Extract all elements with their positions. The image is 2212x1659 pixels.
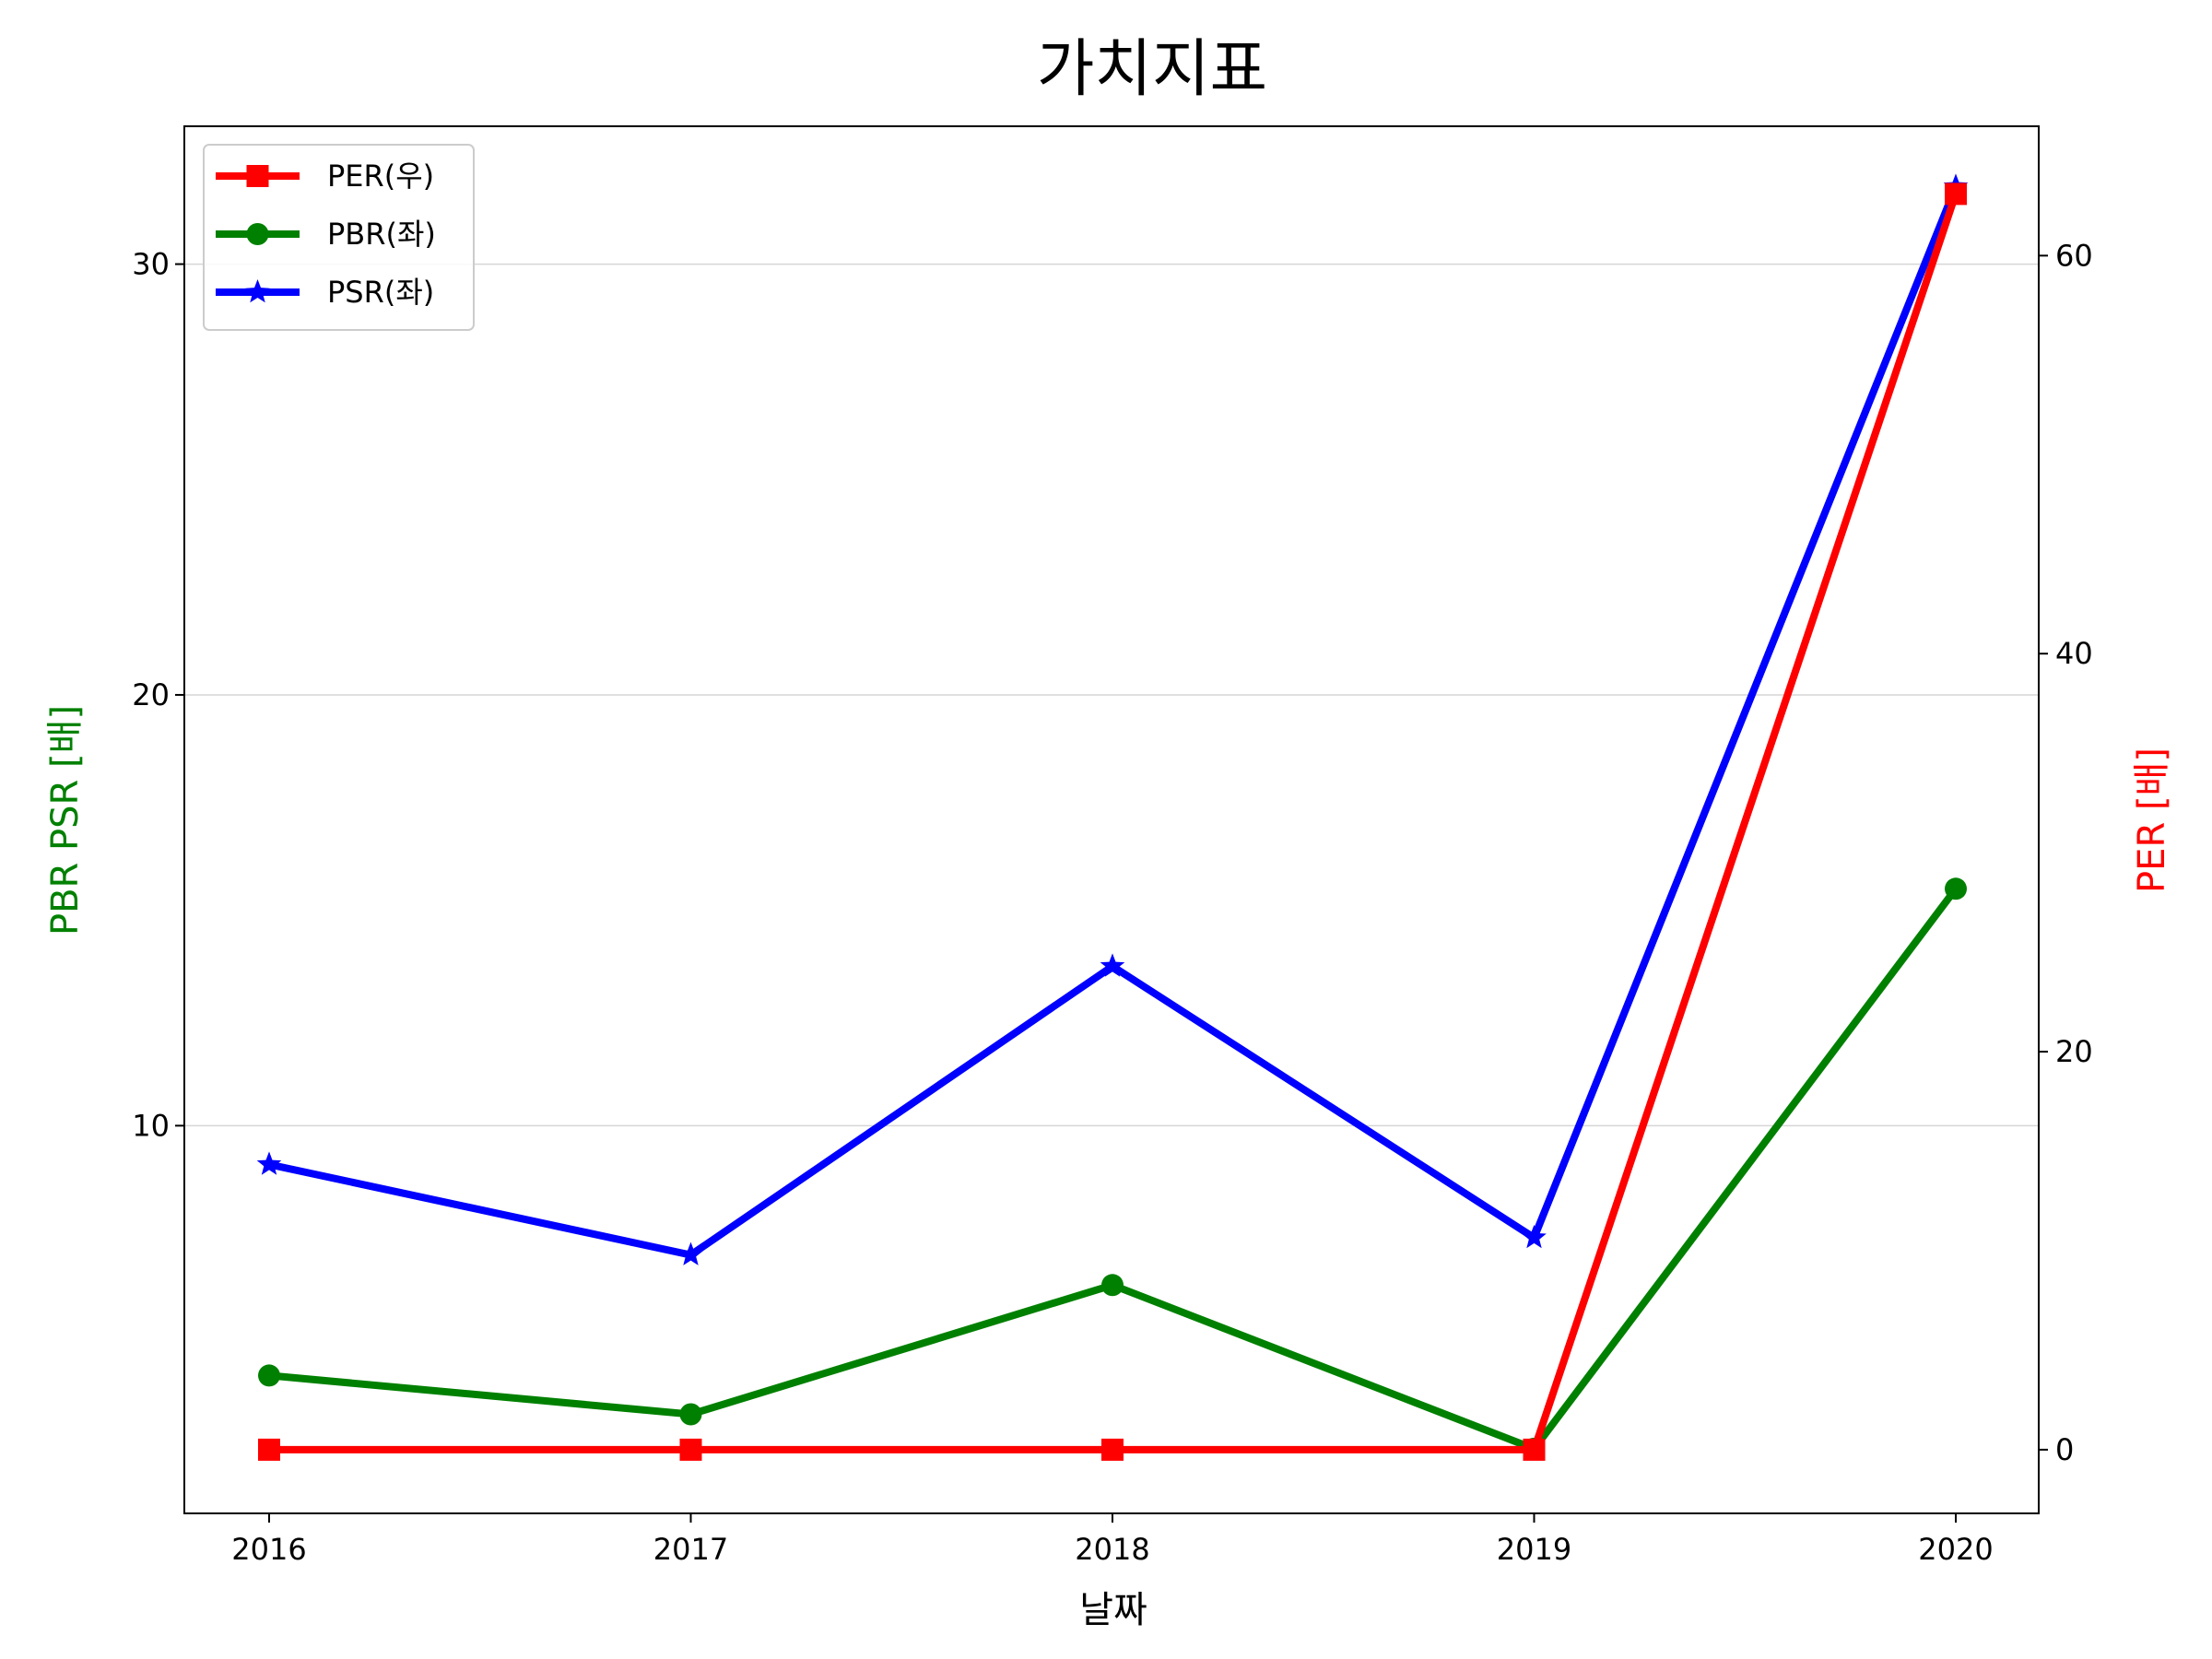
y-left-tick-label: 20 <box>132 677 170 712</box>
legend-marker <box>245 279 270 303</box>
data-point <box>256 1151 282 1175</box>
grid-lines <box>184 263 2039 1127</box>
y-axis-right-title: PER [배] <box>2131 747 2173 893</box>
x-axis-title: 날짜 <box>1079 1589 1147 1631</box>
y-axis-left-title: PBR PSR [배] <box>44 705 87 935</box>
x-tick-label: 2018 <box>1075 1532 1149 1567</box>
x-tick-label: 2016 <box>231 1532 306 1567</box>
data-point <box>258 1364 280 1387</box>
y-right-tick-label: 20 <box>2055 1034 2093 1069</box>
legend-marker <box>246 223 269 245</box>
legend-label: PER(우) <box>327 159 434 194</box>
x-tick-label: 2017 <box>653 1532 728 1567</box>
data-point <box>1100 953 1125 977</box>
data-point <box>1522 1224 1547 1249</box>
data-point <box>1523 1438 1546 1461</box>
legend: PER(우) PBR(좌) PSR(좌) <box>203 144 475 331</box>
y-left-tick-label: 30 <box>132 247 170 282</box>
y-axis-left: 10 20 30 <box>132 247 184 1143</box>
data-point <box>1945 182 1967 206</box>
y-left-tick-label: 10 <box>132 1108 170 1143</box>
legend-label: PSR(좌) <box>327 275 434 310</box>
data-point <box>258 1438 280 1461</box>
x-axis: 2016 2017 2018 2019 2020 <box>231 1513 1994 1567</box>
data-point <box>678 1241 703 1265</box>
data-point <box>679 1403 702 1426</box>
data-point <box>1101 1438 1124 1461</box>
data-point <box>1101 1274 1124 1297</box>
legend-marker <box>246 165 269 187</box>
data-point <box>679 1438 702 1461</box>
chart-title: 가치지표 <box>1037 33 1267 106</box>
y-right-tick-label: 0 <box>2055 1432 2074 1467</box>
data-point <box>1945 877 1967 900</box>
series-square <box>258 182 1967 1461</box>
y-axis-right: 0 20 40 60 <box>2039 238 2093 1467</box>
series-layer <box>256 173 1969 1461</box>
y-right-tick-label: 40 <box>2055 636 2093 671</box>
y-right-tick-label: 60 <box>2055 238 2093 273</box>
x-tick-label: 2020 <box>1918 1532 1993 1567</box>
x-tick-label: 2019 <box>1497 1532 1571 1567</box>
legend-label: PBR(좌) <box>327 217 436 252</box>
legend-box <box>203 144 475 331</box>
